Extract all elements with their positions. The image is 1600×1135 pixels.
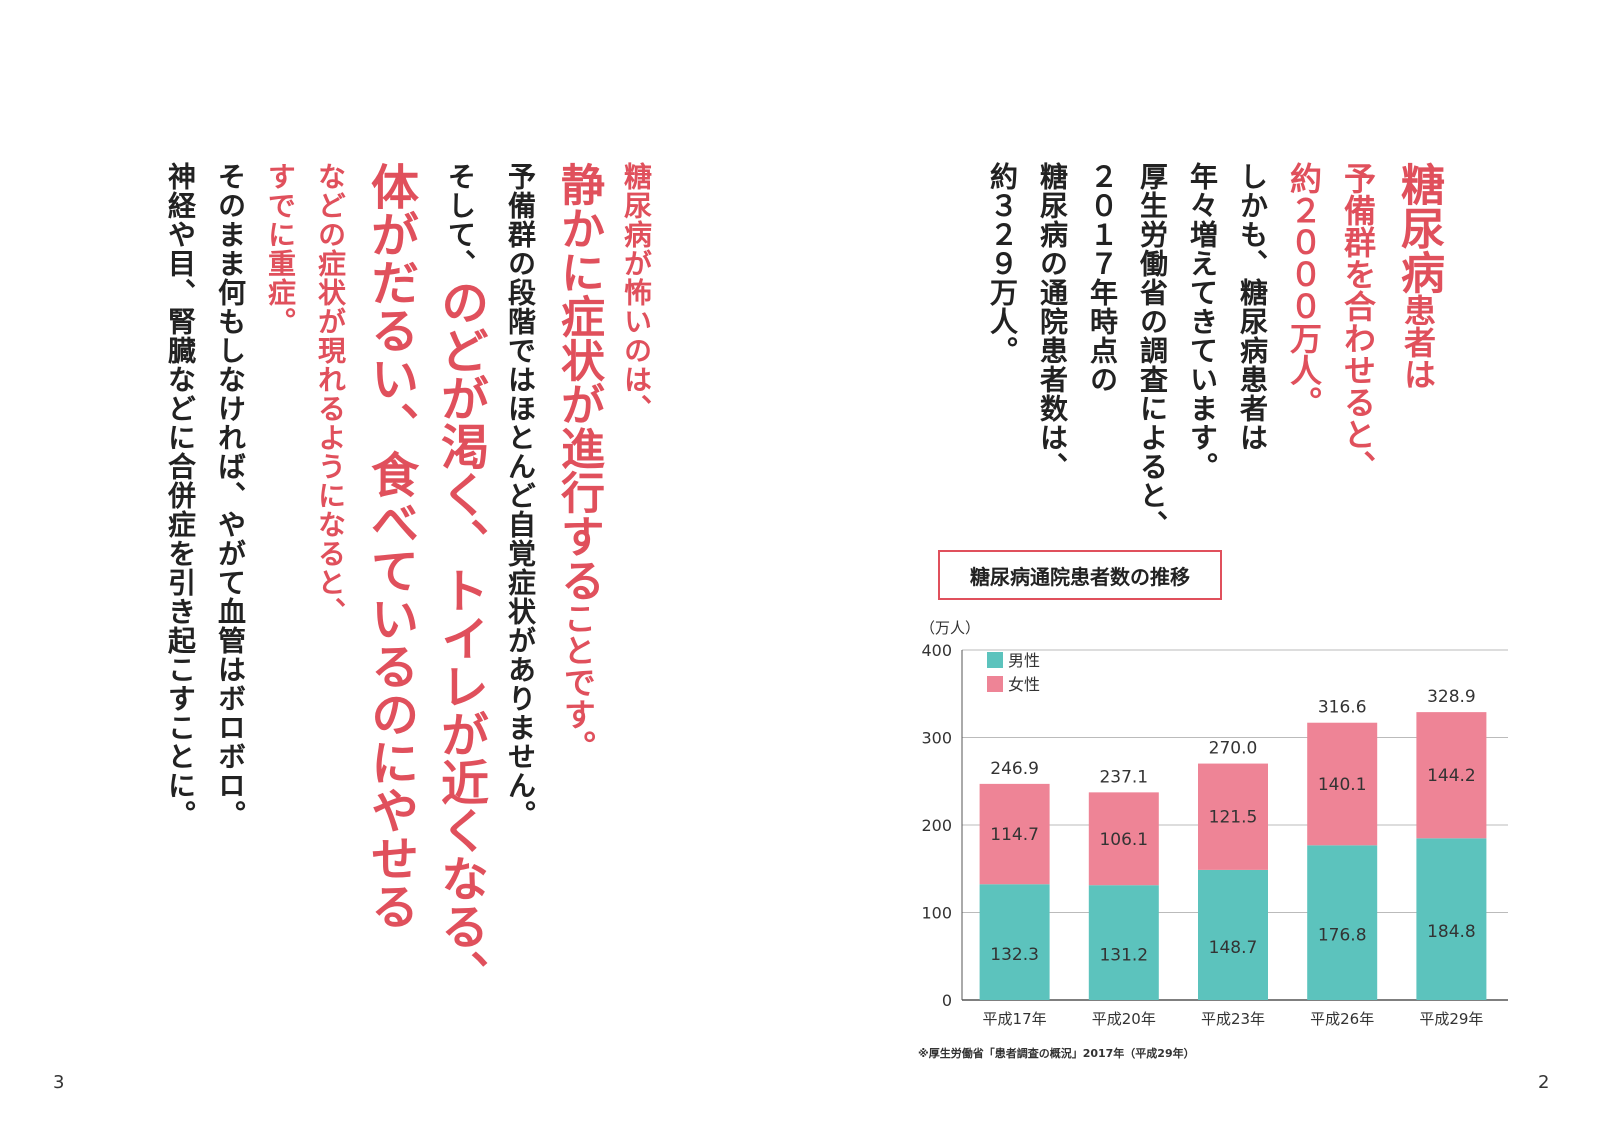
bar-total-label: 270.0 [1209, 739, 1258, 759]
text-segment: 体がだるい、食べているのにやせる [362, 162, 418, 930]
left-page-column: 神経や目、腎臓などに合併症を引き起こすことに。 [164, 162, 197, 829]
bar-female [1198, 763, 1268, 870]
bar-value-label: 131.2 [1099, 946, 1148, 966]
y-tick-label: 400 [921, 641, 952, 660]
bar-female [979, 783, 1050, 885]
bar-value-label: 121.5 [1209, 808, 1258, 828]
left-page-column: 糖尿病が怖いのは、 [620, 162, 653, 423]
bar-female [1307, 722, 1378, 846]
legend-label: 女性 [1008, 675, 1040, 694]
text-segment: 糖尿病の通院患者数は、 [1036, 162, 1069, 481]
right-page-column: 糖尿病患者は [1393, 162, 1444, 390]
bar-value-label: 184.8 [1427, 922, 1476, 942]
text-segment: 患者は [1399, 294, 1437, 390]
text-segment: 厚生労働省の調査によると、 [1136, 162, 1169, 539]
y-axis-label: （万人） [920, 619, 980, 637]
bar-male [1088, 885, 1159, 1000]
text-segment: 約３２９万人。 [986, 162, 1019, 365]
bar-female [1416, 712, 1487, 839]
page-number-left: 3 [53, 1072, 65, 1093]
text-segment: しかも、糖尿病患者は [1236, 162, 1269, 452]
bar-value-label: 148.7 [1209, 938, 1258, 958]
y-tick-label: 100 [921, 904, 952, 923]
legend-label: 男性 [1008, 651, 1040, 670]
x-tick-label: 平成23年 [1201, 1010, 1265, 1028]
bar-value-label: 106.1 [1099, 830, 1148, 850]
right-page-column: 厚生労働省の調査によると、 [1136, 162, 1169, 539]
text-segment: 糖尿病 [1393, 162, 1444, 294]
text-segment: 予備群の段階ではほとんど自覚症状がありません。 [504, 162, 537, 829]
y-tick-label: 300 [921, 729, 952, 748]
right-page-column: 予備群を合わせると、 [1339, 162, 1377, 482]
bar-value-label: 144.2 [1427, 766, 1476, 786]
text-segment: そして、 [444, 162, 477, 278]
right-page-column: 約３２９万人。 [986, 162, 1019, 365]
chart-title: 糖尿病通院患者数の推移 [938, 550, 1222, 600]
left-page-column: などの症状が現れるようになると、 [314, 162, 347, 626]
bar-value-label: 114.7 [990, 825, 1039, 845]
bar-total-label: 237.1 [1099, 767, 1148, 787]
text-segment: 年々増えてきています。 [1186, 162, 1219, 481]
right-page-column: ２０１７年時点の [1086, 162, 1119, 394]
legend-swatch [987, 676, 1003, 692]
text-segment: そのまま何もしなければ、やがて血管はボロボロ。 [214, 162, 247, 829]
y-tick-label: 200 [921, 816, 952, 835]
bar-total-label: 328.9 [1427, 687, 1476, 707]
bar-female [1088, 792, 1159, 886]
x-tick-label: 平成17年 [983, 1010, 1047, 1028]
x-tick-label: 平成29年 [1419, 1010, 1483, 1028]
bar-male [1416, 838, 1487, 1000]
text-segment: ことです。 [559, 602, 597, 762]
left-page-column: そして、のどが渇く、トイレが近くなる、 [432, 162, 488, 998]
bar-male [1307, 845, 1378, 1000]
bar-value-label: 140.1 [1318, 775, 1367, 795]
bar-value-label: 176.8 [1318, 926, 1367, 946]
left-page-column: 予備群の段階ではほとんど自覚症状がありません。 [504, 162, 537, 829]
text-segment: ２０１７年時点の [1086, 162, 1119, 394]
left-page-column: 静かに症状が進行することです。 [553, 162, 604, 762]
right-page-column: 年々増えてきています。 [1186, 162, 1219, 481]
text-segment: 約２０００万人。 [1285, 162, 1323, 418]
text-segment: のどが渇く、トイレが近くなる、 [432, 278, 488, 998]
text-segment: 予備群を合わせると、 [1339, 162, 1377, 482]
right-page-column: 約２０００万人。 [1285, 162, 1323, 418]
x-tick-label: 平成26年 [1310, 1010, 1374, 1028]
left-page-column: 体がだるい、食べているのにやせる [362, 162, 418, 930]
right-page-column: しかも、糖尿病患者は [1236, 162, 1269, 452]
bar-value-label: 132.3 [990, 945, 1039, 965]
bar-male [1198, 869, 1268, 1000]
right-page-column: 糖尿病の通院患者数は、 [1036, 162, 1069, 481]
y-tick-label: 0 [942, 991, 952, 1010]
chart-source: ※厚生労働省「患者調査の概況」2017年（平成29年） [918, 1047, 1195, 1060]
legend-swatch [987, 652, 1003, 668]
left-page-column: そのまま何もしなければ、やがて血管はボロボロ。 [214, 162, 247, 829]
bar-male [979, 884, 1050, 1000]
text-segment: 静かに症状が進行する [553, 162, 604, 602]
text-segment: などの症状が現れるようになると、 [314, 162, 347, 626]
left-page-column: すでに重症。 [264, 162, 297, 336]
bar-total-label: 316.6 [1318, 698, 1367, 718]
text-segment: 神経や目、腎臓などに合併症を引き起こすことに。 [164, 162, 197, 829]
x-tick-label: 平成20年 [1092, 1010, 1156, 1028]
text-segment: 糖尿病が怖いのは、 [620, 162, 653, 423]
text-segment: すでに重症。 [264, 162, 297, 336]
bar-total-label: 246.9 [990, 759, 1039, 779]
page-number-right: 2 [1538, 1072, 1550, 1093]
